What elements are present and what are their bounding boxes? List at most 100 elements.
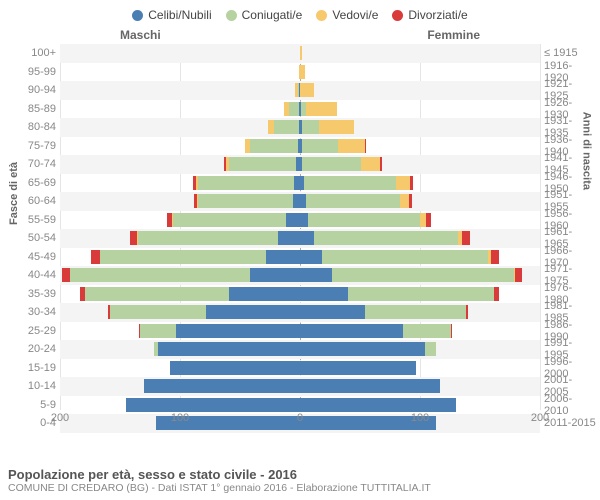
- segment: [286, 213, 300, 227]
- segment: [302, 157, 361, 171]
- male-bar: [60, 139, 300, 153]
- segment: [425, 342, 436, 356]
- female-title: Femmine: [427, 28, 480, 42]
- segment: [110, 305, 206, 319]
- segment: [300, 268, 332, 282]
- caption-subtitle: COMUNE DI CREDARO (BG) - Dati ISTAT 1° g…: [8, 482, 592, 494]
- legend-item: Coniugati/e: [226, 8, 303, 22]
- male-bar: [60, 287, 300, 301]
- female-bar: [300, 139, 540, 153]
- segment: [300, 324, 403, 338]
- age-label: 55-59: [4, 211, 60, 230]
- segment: [300, 213, 308, 227]
- age-row: 25-291986-1990: [60, 322, 540, 341]
- segment: [300, 398, 456, 412]
- age-row: 65-691946-1950: [60, 174, 540, 193]
- legend-label: Coniugati/e: [242, 8, 303, 22]
- segment: [365, 139, 366, 153]
- male-bar: [60, 46, 300, 60]
- male-bar: [60, 250, 300, 264]
- segment: [130, 231, 137, 245]
- segment: [380, 157, 381, 171]
- segment: [302, 139, 338, 153]
- segment: [314, 231, 458, 245]
- segment: [304, 176, 396, 190]
- female-bar: [300, 83, 540, 97]
- male-bar: [60, 379, 300, 393]
- age-label: 30-34: [4, 303, 60, 322]
- female-bar: [300, 250, 540, 264]
- age-label: 90-94: [4, 81, 60, 100]
- age-label: 50-54: [4, 229, 60, 248]
- female-bar: [300, 194, 540, 208]
- segment: [293, 194, 300, 208]
- male-bar: [60, 398, 300, 412]
- caption-title: Popolazione per età, sesso e stato civil…: [8, 467, 592, 482]
- age-row: 40-441971-1975: [60, 266, 540, 285]
- segment: [300, 287, 348, 301]
- segment: [348, 287, 494, 301]
- segment: [338, 139, 364, 153]
- segment: [300, 361, 416, 375]
- x-tick: 100: [171, 412, 189, 424]
- female-bar: [300, 102, 540, 116]
- segment: [274, 120, 299, 134]
- segment: [410, 176, 412, 190]
- female-bar: [300, 361, 540, 375]
- segment: [332, 268, 513, 282]
- age-label: 40-44: [4, 266, 60, 285]
- male-bar: [60, 65, 300, 79]
- legend-swatch: [316, 10, 327, 21]
- segment: [144, 379, 300, 393]
- segment: [300, 231, 314, 245]
- age-row: 85-891926-1930: [60, 100, 540, 119]
- legend-label: Vedovi/e: [332, 8, 378, 22]
- legend-item: Vedovi/e: [316, 8, 378, 22]
- segment: [365, 305, 466, 319]
- age-label: 75-79: [4, 137, 60, 156]
- male-bar: [60, 324, 300, 338]
- female-bar: [300, 305, 540, 319]
- age-label: 25-29: [4, 322, 60, 341]
- segment: [278, 231, 300, 245]
- segment: [91, 250, 99, 264]
- female-bar: [300, 120, 540, 134]
- segment: [515, 268, 522, 282]
- male-bar: [60, 213, 300, 227]
- segment: [306, 102, 337, 116]
- age-row: 70-741941-1945: [60, 155, 540, 174]
- age-row: 35-391976-1980: [60, 285, 540, 304]
- age-row: 55-591956-1960: [60, 211, 540, 230]
- age-row: 95-991916-1920: [60, 63, 540, 82]
- female-bar: [300, 231, 540, 245]
- male-bar: [60, 120, 300, 134]
- legend-swatch: [132, 10, 143, 21]
- female-bar: [300, 287, 540, 301]
- male-bar: [60, 157, 300, 171]
- age-label: 80-84: [4, 118, 60, 137]
- age-row: 80-841931-1935: [60, 118, 540, 137]
- segment: [322, 250, 489, 264]
- age-label: 95-99: [4, 63, 60, 82]
- x-tick: 200: [51, 412, 69, 424]
- legend-swatch: [392, 10, 403, 21]
- plot-area: 100+≤ 191595-991916-192090-941921-192585…: [60, 44, 540, 442]
- female-bar: [300, 342, 540, 356]
- segment: [466, 305, 468, 319]
- segment: [426, 213, 431, 227]
- side-titles: Maschi Femmine: [60, 28, 540, 42]
- age-row: 75-791936-1940: [60, 137, 540, 156]
- age-label: 45-49: [4, 248, 60, 267]
- age-label: 60-64: [4, 192, 60, 211]
- age-label: 20-24: [4, 340, 60, 359]
- caption: Popolazione per età, sesso e stato civil…: [8, 467, 592, 494]
- x-tick: 100: [411, 412, 429, 424]
- female-bar: [300, 176, 540, 190]
- age-row: 60-641951-1955: [60, 192, 540, 211]
- segment: [300, 342, 425, 356]
- segment: [176, 324, 300, 338]
- legend-label: Divorziati/e: [408, 8, 467, 22]
- age-row: 30-341981-1985: [60, 303, 540, 322]
- age-label: 10-14: [4, 377, 60, 396]
- segment: [396, 176, 410, 190]
